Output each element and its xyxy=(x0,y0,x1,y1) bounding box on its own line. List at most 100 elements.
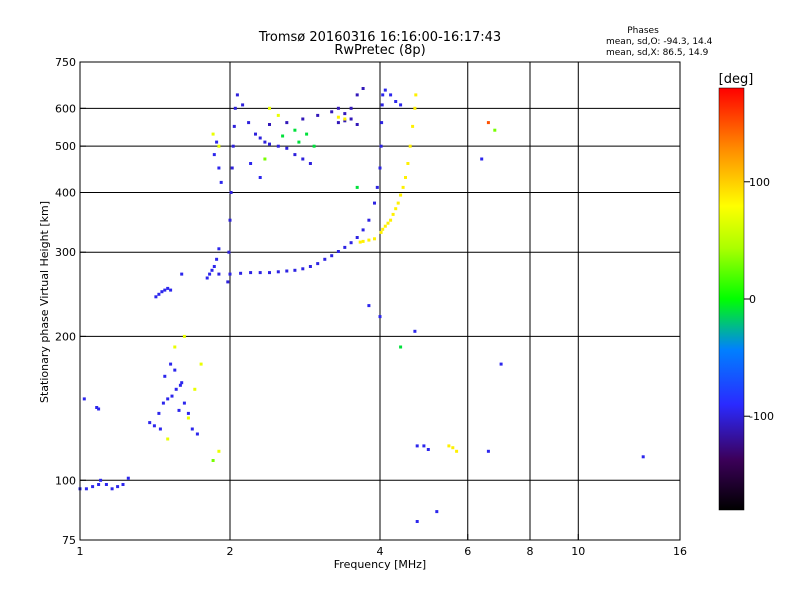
data-point xyxy=(217,247,221,251)
data-point xyxy=(95,406,99,409)
data-point xyxy=(355,236,359,239)
data-point xyxy=(163,288,167,292)
data-point xyxy=(355,185,359,189)
colorbar-tick-label: 100 xyxy=(749,176,770,189)
data-point xyxy=(258,176,262,179)
y-axis-ticks: 75 100 200 300 400 500 600 750 xyxy=(55,56,86,547)
data-point xyxy=(228,272,232,276)
data-point xyxy=(486,449,490,453)
data-point xyxy=(268,271,271,275)
data-point xyxy=(343,117,347,121)
data-point xyxy=(186,416,190,420)
data-point xyxy=(233,106,237,110)
data-point xyxy=(268,123,271,126)
data-point xyxy=(180,381,184,385)
data-point xyxy=(230,166,234,170)
data-point xyxy=(399,193,403,197)
data-point xyxy=(414,93,418,97)
data-point xyxy=(641,455,645,459)
data-point xyxy=(235,93,239,97)
data-point xyxy=(336,106,340,110)
data-point xyxy=(451,446,455,450)
colorbar xyxy=(718,87,745,511)
data-point xyxy=(152,424,156,428)
data-point xyxy=(447,444,451,448)
data-point xyxy=(379,230,383,234)
data-point xyxy=(276,270,280,274)
data-point xyxy=(241,103,245,107)
data-point xyxy=(263,140,267,144)
data-point xyxy=(210,268,214,272)
data-point xyxy=(389,93,393,97)
x-tick-label: 8 xyxy=(527,545,534,558)
data-point xyxy=(380,121,384,125)
x-tick-label: 16 xyxy=(673,545,687,558)
data-point xyxy=(493,128,497,132)
data-point xyxy=(161,401,165,405)
data-point xyxy=(396,201,400,205)
data-point xyxy=(212,265,216,268)
data-point xyxy=(381,227,385,231)
data-point xyxy=(177,408,181,412)
data-point xyxy=(199,362,203,366)
data-point xyxy=(215,140,219,144)
data-point xyxy=(378,315,382,319)
data-point xyxy=(336,250,340,253)
data-point xyxy=(386,221,390,225)
data-point xyxy=(293,268,297,272)
data-point xyxy=(205,276,209,280)
data-point xyxy=(381,93,385,97)
data-point xyxy=(211,459,215,462)
y-axis-label: Stationary phase Virtual Height [km] xyxy=(38,201,51,403)
data-point xyxy=(415,520,419,523)
data-point xyxy=(195,432,199,436)
data-point xyxy=(281,134,285,138)
x-tick-label: 6 xyxy=(464,545,471,558)
chart-subtitle: RwPretec (8p) xyxy=(334,43,425,58)
y-tick-label: 750 xyxy=(55,56,76,69)
data-point xyxy=(247,121,251,125)
data-point xyxy=(308,162,312,165)
data-point xyxy=(182,334,186,338)
data-point xyxy=(258,136,262,140)
data-point xyxy=(343,245,347,249)
data-point xyxy=(231,144,235,148)
data-point xyxy=(276,144,280,148)
data-point xyxy=(389,218,393,222)
data-point xyxy=(293,153,297,157)
data-point xyxy=(367,218,371,222)
data-point xyxy=(361,239,365,243)
data-point xyxy=(239,271,243,275)
y-tick-label: 75 xyxy=(62,534,76,547)
data-point xyxy=(169,362,173,366)
data-point xyxy=(174,387,178,391)
x-tick-label: 4 xyxy=(377,545,384,558)
data-point xyxy=(97,407,101,411)
data-point xyxy=(394,100,398,103)
data-point xyxy=(367,304,371,308)
data-point xyxy=(110,487,114,491)
colorbar-tick-label: 0 xyxy=(749,293,756,306)
x-tick-label: 2 xyxy=(227,545,234,558)
data-point xyxy=(173,345,177,349)
data-point xyxy=(480,157,484,161)
data-point xyxy=(349,106,353,110)
data-point xyxy=(343,112,347,116)
data-point xyxy=(126,476,130,480)
data-point xyxy=(227,250,231,254)
data-point xyxy=(212,153,216,157)
data-point xyxy=(399,103,403,107)
data-point xyxy=(316,262,320,266)
data-point xyxy=(193,387,197,391)
data-point xyxy=(268,142,271,146)
data-point xyxy=(186,411,190,415)
data-point xyxy=(285,269,289,273)
data-point xyxy=(349,241,353,245)
data-point xyxy=(158,427,162,431)
data-point xyxy=(99,478,103,482)
data-point xyxy=(383,88,387,92)
data-point xyxy=(170,394,174,398)
data-point xyxy=(166,397,170,401)
data-point xyxy=(217,449,221,453)
